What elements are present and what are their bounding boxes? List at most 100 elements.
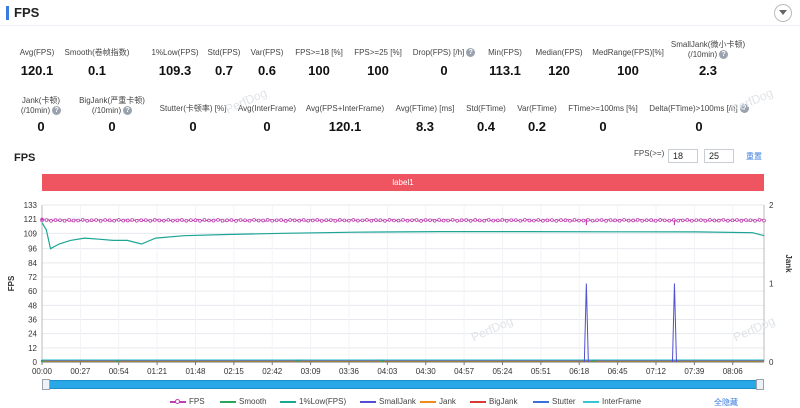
legend-item[interactable]: InterFrame xyxy=(583,397,641,406)
series-fps-point xyxy=(712,218,717,223)
series-fps-point xyxy=(608,218,613,222)
series-fps-point xyxy=(202,218,207,222)
time-range-slider[interactable] xyxy=(42,380,764,389)
stat-label-text: BigJank(严重卡顿) xyxy=(79,96,145,105)
series-fps-point xyxy=(676,218,681,223)
series-fps-point xyxy=(157,218,162,223)
stat-label: Stutter(卡顿率) [%] xyxy=(138,104,248,114)
stat-item: Std(FTime) 0.4 xyxy=(431,104,541,134)
series-fps-point xyxy=(98,219,103,223)
series-fps-point xyxy=(504,218,509,223)
stat-item: Stutter(卡顿率) [%] 0 xyxy=(138,104,248,134)
stat-value: 0 xyxy=(108,119,116,134)
legend-label: BigJank xyxy=(489,397,518,406)
slider-handle-right[interactable] xyxy=(756,379,764,390)
help-icon[interactable]: ? xyxy=(123,106,133,116)
help-icon[interactable]: ? xyxy=(466,48,476,58)
series-fps-point xyxy=(532,218,536,223)
series-fps-point xyxy=(450,218,455,222)
stat-value: 100 xyxy=(308,63,330,78)
series-smalljank-spike xyxy=(583,283,589,363)
series-smooth-point xyxy=(381,359,385,363)
x-tick-label: 08:06 xyxy=(723,367,744,376)
legend-item[interactable]: 1%Low(FPS) xyxy=(280,397,346,406)
y-tick-label: 84 xyxy=(28,259,37,268)
x-tick-label: 04:57 xyxy=(454,367,475,376)
legend-label: 1%Low(FPS) xyxy=(299,397,347,406)
series-fps-point xyxy=(153,218,157,222)
legend-item[interactable]: BigJank xyxy=(470,397,517,406)
hide-all-button[interactable]: 全隐藏 xyxy=(714,398,738,407)
x-tick-label: 02:15 xyxy=(224,367,245,376)
series-fps-point xyxy=(491,218,496,223)
series-fps-point xyxy=(685,218,690,222)
slider-handle-left[interactable] xyxy=(42,379,50,390)
collapse-button[interactable] xyxy=(774,4,792,22)
series-fps-point xyxy=(545,218,550,223)
stat-label-text: Std(FPS) xyxy=(207,48,241,57)
reset-button[interactable]: 重置 xyxy=(746,152,762,161)
series-fps-point xyxy=(107,218,112,223)
series-fps-point xyxy=(125,218,130,223)
fps-threshold-input-2[interactable] xyxy=(704,149,734,163)
legend-item[interactable]: SmallJank xyxy=(360,397,416,406)
legend-item[interactable]: Stutter xyxy=(533,397,576,406)
fps-threshold-input-1[interactable] xyxy=(668,149,698,163)
series-fps-point xyxy=(148,219,153,223)
stat-item: FTime>=100ms [%] 0 xyxy=(548,104,658,134)
stat-item: 1%Low(FPS) 109.3 xyxy=(120,48,230,78)
series-fps-point xyxy=(572,218,577,222)
series-fps-point xyxy=(396,218,401,223)
series-fps-point xyxy=(735,218,739,222)
stat-label: Var(FPS) xyxy=(212,48,322,58)
help-icon[interactable]: ? xyxy=(739,104,749,114)
legend-label: InterFrame xyxy=(602,397,642,406)
series-fps-point xyxy=(428,218,432,223)
series-fps-point xyxy=(44,218,49,222)
stat-label-text: Min(FPS) xyxy=(488,48,522,57)
series-fps-point xyxy=(459,218,464,223)
series-fps-point xyxy=(653,219,658,223)
legend-marker-icon xyxy=(583,400,599,403)
stat-label-text: 1%Low(FPS) xyxy=(151,48,199,57)
help-icon[interactable]: ? xyxy=(719,50,729,60)
stat-label: Median(FPS) xyxy=(504,48,614,58)
stat-label-text: Drop(FPS) [/h] xyxy=(412,48,465,57)
label-bar[interactable]: label1 xyxy=(42,174,764,191)
stat-label: Delta(FTime)>100ms [/h]? xyxy=(644,104,754,114)
series-fps-point xyxy=(297,218,302,223)
stat-label-text: Stutter(卡顿率) [%] xyxy=(159,104,227,113)
series-fps-point xyxy=(85,218,89,223)
series-fps-point xyxy=(577,218,581,223)
x-tick-label: 02:42 xyxy=(262,367,283,376)
series-fps-point xyxy=(347,218,351,223)
series-fps-point xyxy=(207,218,211,223)
stat-label-text: FPS>=25 [%] xyxy=(354,48,402,57)
stat-label: MedRange(FPS)[%] xyxy=(573,48,683,58)
legend-item[interactable]: FPS xyxy=(170,397,205,406)
y-right-tick-label: 0 xyxy=(769,358,774,367)
series-fps-point xyxy=(473,218,478,222)
series-fps-point xyxy=(378,218,383,223)
series-fps-point xyxy=(446,218,450,223)
stat-label: Std(FTime) xyxy=(431,104,541,114)
legend-item[interactable]: Jank xyxy=(420,397,456,406)
series-fps-point xyxy=(252,218,256,222)
series-fps-point xyxy=(640,218,644,223)
stat-label-unit: (/10min) xyxy=(91,106,122,115)
series-fps-point xyxy=(514,218,518,222)
series-fps-point xyxy=(568,218,572,223)
stat-value: 113.1 xyxy=(489,63,521,78)
series-fps-point xyxy=(112,218,116,223)
series-fps-point xyxy=(721,218,726,222)
series-fps-point xyxy=(419,219,423,223)
y-tick-label: 0 xyxy=(33,358,38,367)
help-icon[interactable]: ? xyxy=(52,106,62,116)
series-fps-point xyxy=(482,218,487,223)
stat-label: Avg(FPS) xyxy=(0,48,92,58)
legend-item[interactable]: Smooth xyxy=(220,397,267,406)
series-fps-point xyxy=(220,218,225,223)
section-title: FPS xyxy=(14,5,40,20)
chart-series xyxy=(40,217,766,363)
series-fps-point xyxy=(441,218,446,223)
